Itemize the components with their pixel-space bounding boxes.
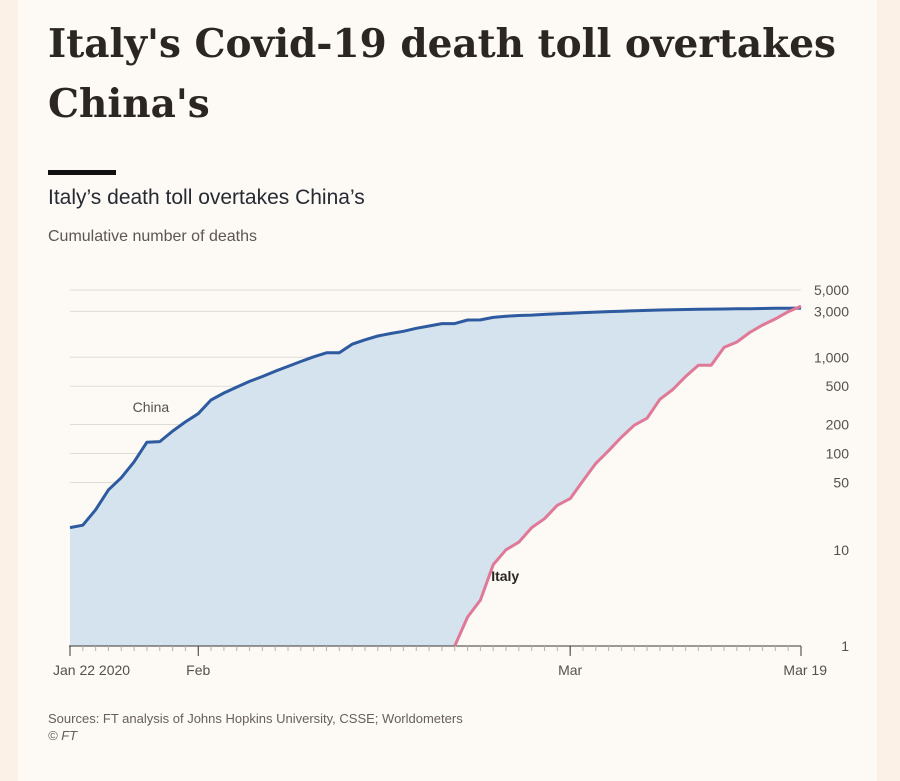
china-label: China: [133, 399, 170, 415]
sources-note: Sources: FT analysis of Johns Hopkins Un…: [48, 711, 463, 726]
y-tick-label: 10: [833, 542, 849, 558]
chart-subtitle: Cumulative number of deaths: [48, 228, 257, 245]
x-tick-label: Mar: [558, 662, 582, 678]
y-tick-label: 3,000: [814, 303, 849, 319]
x-tick-label: Feb: [186, 662, 210, 678]
china-line: [69, 306, 802, 530]
italy-label: Italy: [491, 568, 519, 584]
headline: Italy's Covid-19 death toll overtakes Ch…: [48, 21, 836, 127]
copyright: © FT: [48, 728, 78, 743]
x-tick-label: Jan 22 2020: [53, 662, 130, 678]
y-tick-label: 100: [826, 446, 850, 462]
chart-title: Italy’s death toll overtakes China’s: [48, 186, 365, 209]
y-tick-label: 1: [841, 638, 849, 654]
y-tick-label: 500: [826, 378, 850, 394]
y-tick-label: 50: [833, 474, 849, 490]
x-tick-label: Mar 19: [783, 662, 827, 678]
y-tick-label: 5,000: [814, 282, 849, 298]
y-tick-label: 200: [826, 417, 850, 433]
title-rule: [48, 170, 116, 175]
area-mask: [454, 306, 803, 646]
y-tick-label: 1,000: [814, 349, 849, 365]
italy-line: [453, 304, 802, 647]
